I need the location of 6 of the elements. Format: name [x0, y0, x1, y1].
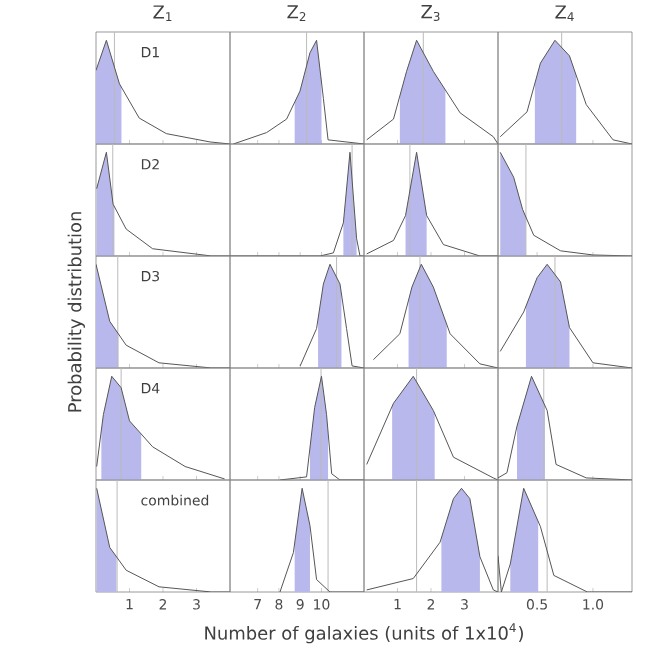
x-axis-title: Number of galaxies (units of 1x10$^{4}$)	[205, 623, 523, 644]
chart-title: Z$_{4}$	[555, 5, 574, 21]
chart-title: Z$_{1}$	[153, 5, 172, 21]
chart-title: Z$_{3}$	[421, 5, 440, 21]
y-axis-title: Probability distribution	[67, 212, 85, 412]
chart-title: Z$_{2}$	[287, 5, 306, 21]
